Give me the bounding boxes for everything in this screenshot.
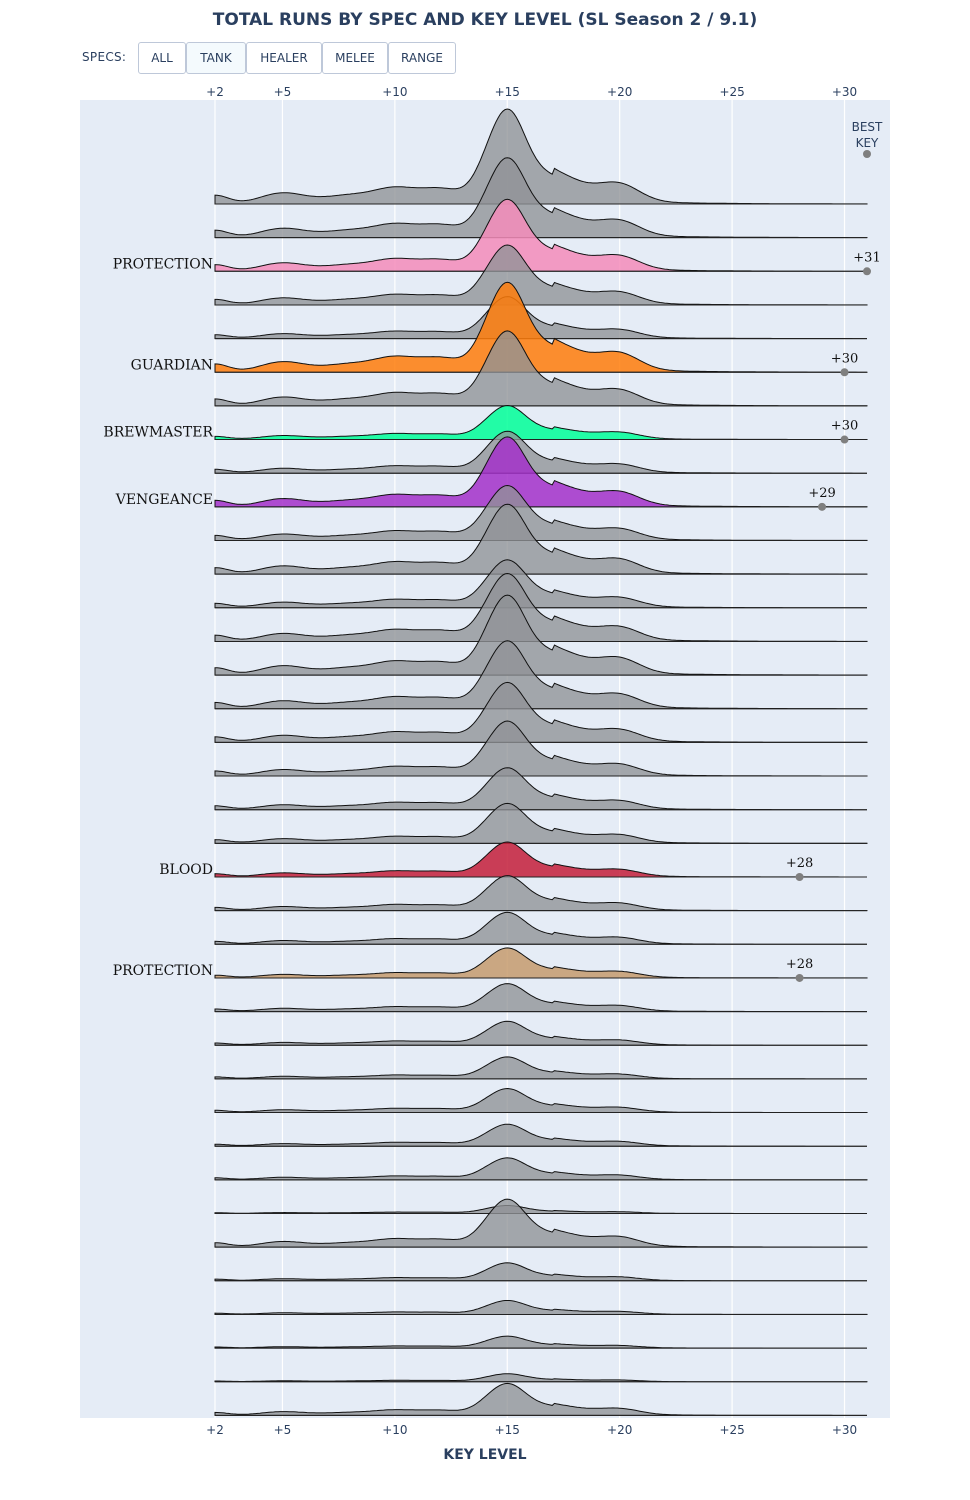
- x-axis-title: KEY LEVEL: [443, 1447, 527, 1463]
- chart-title: TOTAL RUNS BY SPEC AND KEY LEVEL (SL Sea…: [212, 10, 758, 30]
- ridge-row-highlighted: [214, 404, 868, 441]
- best-key-marker: [795, 973, 804, 982]
- best-key-label: +30: [831, 351, 858, 366]
- x-tick-label: +15: [495, 85, 520, 99]
- ridge-row: [214, 875, 868, 912]
- best-key-header-marker: [863, 150, 871, 158]
- ridge-row-highlighted: [214, 947, 868, 979]
- ridge-row: [214, 1123, 867, 1147]
- ridge-row: [214, 640, 868, 710]
- spec-filter-range-button[interactable]: RANGE: [388, 42, 456, 74]
- x-tick-label: +2: [206, 85, 224, 99]
- spec-label: BREWMASTER: [103, 425, 213, 441]
- ridge-row: [214, 1087, 868, 1114]
- spec-label: BLOOD: [159, 862, 213, 878]
- best-key-header: BEST: [852, 120, 883, 134]
- best-key-header: KEY: [856, 136, 879, 150]
- spec-filter-all-button[interactable]: ALL: [138, 42, 186, 74]
- ridge-row: [214, 983, 867, 1013]
- ridge-row: [214, 572, 868, 642]
- ridge-row: [214, 911, 867, 945]
- x-tick-label: +5: [274, 1423, 292, 1437]
- ridge-row: [214, 767, 867, 811]
- x-tick-label: +20: [607, 1423, 632, 1437]
- ridge-row-highlighted: [214, 198, 868, 272]
- best-key-marker: [795, 873, 804, 881]
- ridge-row: [214, 720, 868, 777]
- ridge-row: [214, 1020, 868, 1046]
- ridgeline-rows: [214, 108, 868, 1416]
- spec-filter-melee-button[interactable]: MELEE: [322, 42, 388, 74]
- spec-filter-tank-button[interactable]: TANK: [186, 42, 246, 74]
- ridge-row-highlighted: [214, 841, 867, 878]
- ridge-row: [214, 244, 868, 306]
- spec-label: VENGEANCE: [115, 492, 213, 508]
- spec-label: PROTECTION: [113, 963, 213, 979]
- ridge-row: [214, 1056, 867, 1080]
- x-tick-label: +15: [495, 1423, 520, 1437]
- ridge-row: [214, 1262, 867, 1282]
- x-tick-label: +2: [206, 1423, 224, 1437]
- ridge-row: [214, 108, 868, 205]
- ridge-row: [214, 1335, 867, 1349]
- ridge-row-highlighted: [214, 436, 868, 508]
- ridge-row: [214, 484, 868, 541]
- ridge-row: [214, 157, 868, 239]
- ridge-row: [214, 1373, 868, 1383]
- x-tick-label: +25: [719, 1423, 744, 1437]
- x-tick-label: +20: [607, 85, 632, 99]
- x-tick-label: +25: [719, 85, 744, 99]
- x-tick-label: +10: [382, 1423, 407, 1437]
- ridge-row: [214, 503, 868, 575]
- spec-label: PROTECTION: [113, 256, 213, 272]
- ridge-row: [214, 559, 867, 609]
- ridge-row: [214, 802, 868, 844]
- ridge-row: [214, 1205, 867, 1214]
- best-key-marker: [818, 502, 827, 511]
- ridge-row: [214, 1157, 868, 1181]
- best-key-label: +30: [831, 419, 858, 434]
- best-key-label: +31: [853, 250, 880, 265]
- best-key-label: +29: [808, 486, 835, 501]
- spec-filter-healer-button[interactable]: HEALER: [246, 42, 322, 74]
- best-key-marker: [840, 435, 849, 444]
- ridge-row: [214, 1300, 868, 1315]
- ridge-row: [214, 1382, 867, 1416]
- best-key-label: +28: [786, 856, 813, 871]
- ridge-row-highlighted: [214, 281, 868, 373]
- specs-filter-label: SPECS:: [82, 50, 127, 64]
- best-key-label: +28: [786, 957, 813, 972]
- best-key-marker: [863, 267, 871, 276]
- ridge-row: [214, 681, 868, 743]
- x-tick-label: +5: [274, 85, 292, 99]
- ridge-row: [214, 430, 867, 474]
- x-tick-label: +10: [382, 85, 407, 99]
- x-tick-label: +30: [832, 85, 857, 99]
- spec-label: GUARDIAN: [131, 357, 213, 373]
- ridge-row: [214, 330, 868, 407]
- ridge-row: [214, 594, 868, 676]
- x-tick-label: +30: [832, 1423, 857, 1437]
- ridge-row: [214, 1198, 868, 1248]
- best-key-marker: [840, 368, 849, 377]
